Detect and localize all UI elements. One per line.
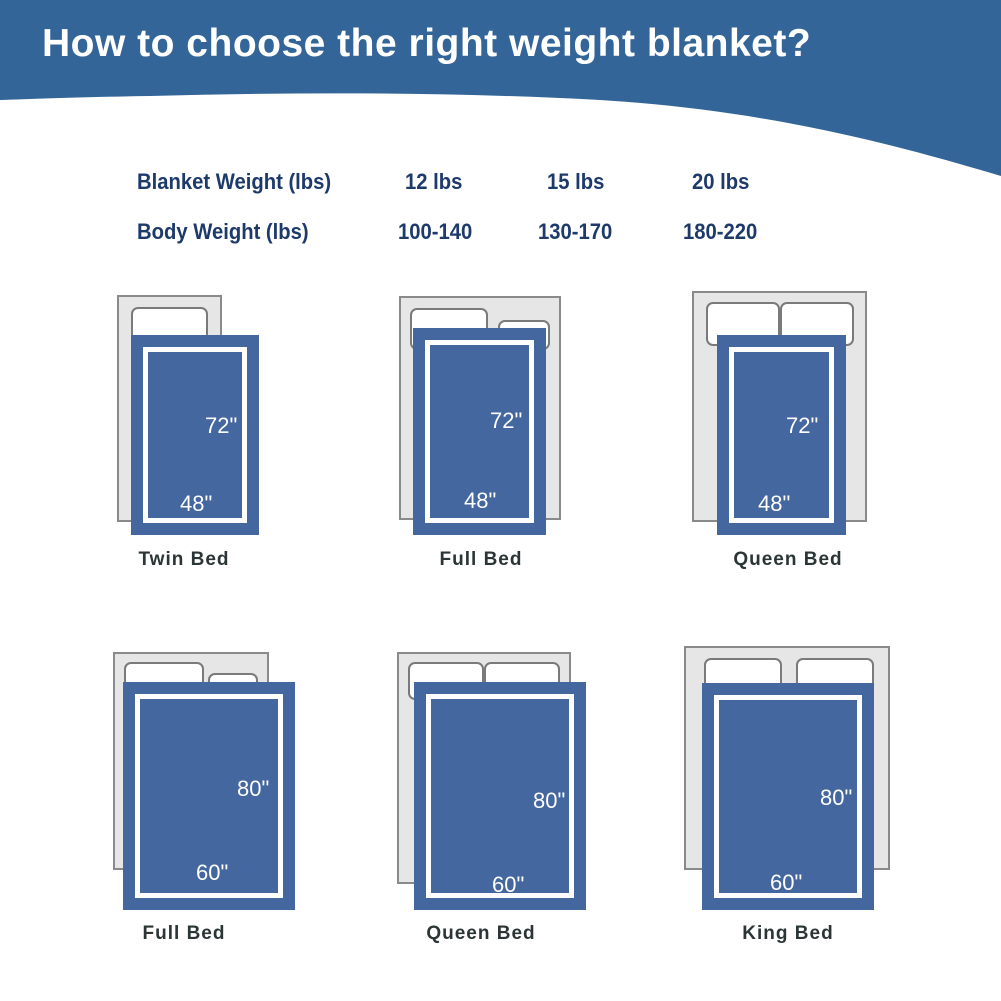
- blanket-shape: [123, 682, 295, 910]
- blanket-width: 60": [492, 872, 525, 897]
- blanket-length: 80": [820, 785, 853, 810]
- bed-label: Full Bed: [439, 549, 523, 570]
- blanket-shape: [717, 335, 846, 535]
- body-weight-range-2: 130-170: [538, 219, 613, 244]
- bed-label: Full Bed: [142, 923, 226, 944]
- blanket-length: 72": [490, 408, 523, 433]
- blanket-shape: [414, 682, 586, 910]
- blanket-width: 60": [770, 870, 803, 895]
- blanket-width: 48": [464, 488, 497, 513]
- blanket-width: 60": [196, 860, 229, 885]
- header-banner: [0, 0, 1001, 176]
- blanket-weight-20: 20 lbs: [692, 169, 750, 194]
- blanket-width: 48": [758, 491, 791, 516]
- blanket-weight-label: Blanket Weight (lbs): [137, 169, 332, 194]
- blanket-shape: [702, 683, 874, 910]
- blanket-weight-12: 12 lbs: [405, 169, 463, 194]
- blanket-length: 80": [237, 776, 270, 801]
- bed-label: King Bed: [742, 923, 834, 944]
- blanket-length: 72": [786, 413, 819, 438]
- blanket-length: 72": [205, 413, 238, 438]
- blanket-weight-15: 15 lbs: [547, 169, 605, 194]
- body-weight-range-3: 180-220: [683, 219, 758, 244]
- body-weight-label: Body Weight (lbs): [137, 219, 309, 244]
- blanket-length: 80": [533, 788, 566, 813]
- bed-label: Queen Bed: [733, 549, 843, 570]
- page-title: How to choose the right weight blanket?: [42, 22, 812, 65]
- bed-label: Queen Bed: [426, 923, 536, 944]
- bed-label: Twin Bed: [138, 549, 230, 570]
- blanket-shape: [131, 335, 259, 535]
- blanket-width: 48": [180, 491, 213, 516]
- blanket-shape: [413, 328, 546, 535]
- body-weight-range-1: 100-140: [398, 219, 473, 244]
